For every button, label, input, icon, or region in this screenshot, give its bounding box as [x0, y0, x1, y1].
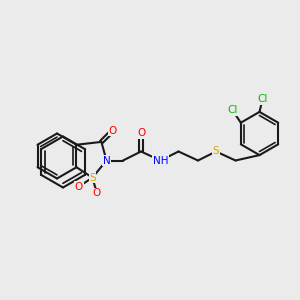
Text: NH: NH	[153, 155, 168, 166]
Text: S: S	[213, 146, 219, 157]
Text: O: O	[137, 128, 145, 139]
Text: O: O	[93, 188, 101, 198]
Text: O: O	[109, 125, 117, 136]
Text: Cl: Cl	[227, 105, 238, 115]
Text: O: O	[75, 182, 83, 192]
Text: Cl: Cl	[257, 94, 268, 104]
Text: S: S	[89, 172, 96, 183]
Text: N: N	[103, 155, 110, 166]
